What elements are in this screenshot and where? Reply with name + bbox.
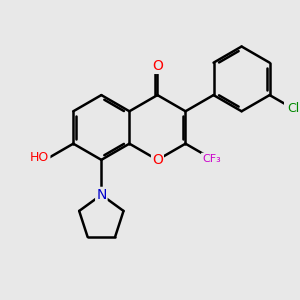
- Text: O: O: [152, 153, 163, 167]
- Text: O: O: [152, 59, 163, 73]
- Text: CF₃: CF₃: [202, 154, 221, 164]
- Text: HO: HO: [30, 151, 50, 164]
- Text: Cl: Cl: [287, 102, 300, 115]
- Text: N: N: [96, 188, 106, 202]
